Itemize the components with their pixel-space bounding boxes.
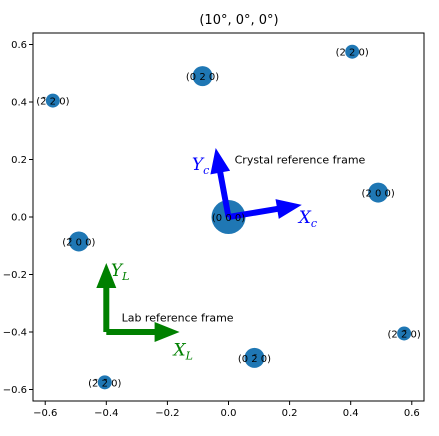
x-tick-label: 0.0 [221,408,237,419]
lab-y-label-subscript: L [121,270,129,283]
crystal-y-label-symbol: Y [192,155,205,175]
data-point [244,347,265,368]
point-label: (2 0 0) [362,189,395,200]
data-point [368,182,389,203]
frame-annotation: Crystal reference frame [235,154,366,167]
lab-y-label: YL [111,261,130,283]
point-label: (2̄ 2 0) [36,97,69,108]
point-label: (0 2 0) [186,72,219,83]
crystal-x-label-symbol: X [297,208,312,228]
points-layer [45,44,412,390]
lab-x-label-symbol: X [172,340,187,360]
point-label: (2 2 0) [336,48,369,59]
point-label: (0 2̄ 0) [238,354,271,365]
y-axis: −0.6 −0.4 −0.2 0.0 0.2 0.4 0.6 [3,40,33,396]
x-tick-label: 0.6 [404,408,420,419]
data-point [397,326,412,341]
data-point [68,231,89,252]
y-tick-label: −0.2 [3,270,27,281]
crystal-y-label-subscript: c [203,164,209,177]
point-label: (2̄ 2̄ 0) [88,378,121,389]
y-tick-label: 0.2 [11,155,27,166]
x-tick-label: −0.4 [94,408,118,419]
crystal-y-label: Yc [192,155,209,177]
crystal-x-label: Xc [297,208,317,230]
lab-x-label: XL [172,340,193,362]
x-tick-label: −0.2 [155,408,179,419]
y-tick-label: 0.0 [11,213,27,224]
y-tick-label: −0.4 [3,328,27,339]
point-label: (2̄ 0 0) [62,237,95,248]
chart-title: (10°, 0°, 0°) [199,13,278,28]
lab-x-label-subscript: L [185,349,193,362]
y-tick-label: 0.6 [11,40,27,51]
y-tick-label: 0.4 [11,98,27,109]
crystal-y-arrow [210,148,232,218]
x-tick-label: 0.2 [282,408,298,419]
x-tick-label: −0.6 [33,408,57,419]
lab-x-arrow [106,322,180,342]
frame-annotation: Lab reference frame [122,312,234,325]
data-point [192,66,213,87]
data-point [345,44,360,59]
data-point [45,93,60,108]
x-tick-label: 0.4 [343,408,359,419]
labels-layer: (0 0 0) (2 0 0) (2̄ 0 0) (0 2 0) (0 2̄ 0) (2 … [36,48,421,390]
y-tick-label: −0.6 [3,385,27,396]
lab-y-label-symbol: Y [111,261,124,281]
x-axis: −0.6 −0.4 −0.2 0.0 0.2 0.4 0.6 [33,401,420,419]
frames-layer [96,148,302,342]
data-point [97,375,112,390]
lab-y-arrow [96,263,117,332]
crystal-x-label-subscript: c [311,217,317,230]
point-label: (0 0 0) [212,213,245,224]
point-label: (2 2̄ 0) [388,329,421,340]
crystal-x-arrow [228,199,302,220]
